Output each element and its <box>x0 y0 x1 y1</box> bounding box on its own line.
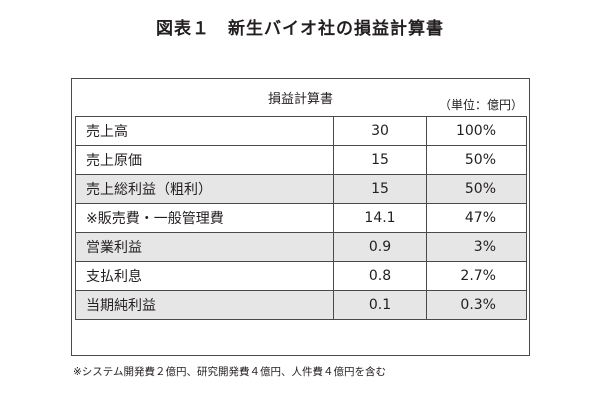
row-percent: 50% <box>426 145 527 175</box>
row-label: 当期純利益 <box>75 290 334 320</box>
income-statement-table: 売上高 30 100% 売上原価 15 50% 売上総利益（粗利） 15 50% ※販売費・一般管… <box>75 116 527 320</box>
row-label: 売上総利益（粗利） <box>75 174 334 204</box>
row-label: ※販売費・一般管理費 <box>75 203 334 233</box>
table-row: 売上高 30 100% <box>75 116 527 146</box>
row-value: 0.1 <box>333 290 427 320</box>
row-value: 0.8 <box>333 261 427 291</box>
table-row: ※販売費・一般管理費 14.1 47% <box>75 203 527 233</box>
table-title: 損益計算書 <box>267 92 333 107</box>
footnote: ※システム開発費２億円、研究開発費４億円、人件費４億円を含む <box>73 366 386 378</box>
row-value: 15 <box>333 174 427 204</box>
row-percent: 47% <box>426 203 527 233</box>
table-row: 営業利益 0.9 3% <box>75 232 527 262</box>
row-percent: 0.3% <box>426 290 527 320</box>
table-row: 当期純利益 0.1 0.3% <box>75 290 527 320</box>
row-percent: 2.7% <box>426 261 527 291</box>
row-label: 売上原価 <box>75 145 334 175</box>
figure-title: 図表１ 新生バイオ社の損益計算書 <box>156 19 444 39</box>
row-value: 15 <box>333 145 427 175</box>
row-value: 14.1 <box>333 203 427 233</box>
row-percent: 50% <box>426 174 527 204</box>
row-label: 営業利益 <box>75 232 334 262</box>
row-percent: 3% <box>426 232 527 262</box>
table-header: 損益計算書 （単位：億円） <box>72 79 529 115</box>
unit-label: （単位：億円） <box>438 98 523 112</box>
row-percent: 100% <box>426 116 527 146</box>
row-value: 0.9 <box>333 232 427 262</box>
row-value: 30 <box>333 116 427 146</box>
table-row: 売上原価 15 50% <box>75 145 527 175</box>
table-row: 支払利息 0.8 2.7% <box>75 261 527 291</box>
row-label: 売上高 <box>75 116 334 146</box>
income-statement-frame: 損益計算書 （単位：億円） 売上高 30 100% 売上原価 15 50% 売上総利益（粗利… <box>71 78 530 356</box>
row-label: 支払利息 <box>75 261 334 291</box>
table-row: 売上総利益（粗利） 15 50% <box>75 174 527 204</box>
